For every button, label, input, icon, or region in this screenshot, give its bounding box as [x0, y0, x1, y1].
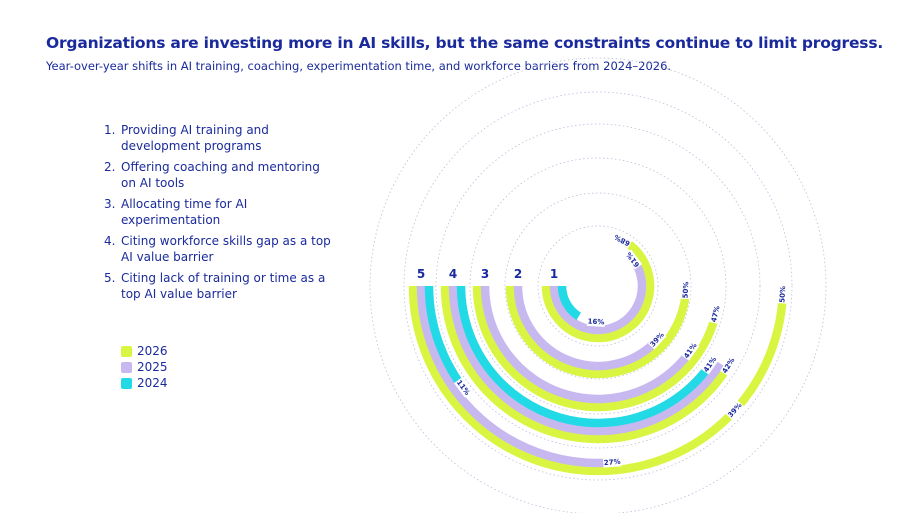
value-label-bg: [709, 304, 723, 324]
bar-ring-5-2025: [416, 285, 621, 468]
value-label-bg: [720, 355, 738, 376]
value-label-ring-1-2024: 16%: [587, 317, 604, 326]
ring-3: [472, 285, 722, 412]
bar-ring-5-2026: [408, 285, 788, 476]
legend-item-2024: 2024: [121, 375, 168, 391]
category-item-4: 4. Citing workforce skills gap as a top A…: [104, 233, 336, 265]
bar-ring-3-2025: [480, 285, 697, 404]
guide-circle: [403, 91, 793, 481]
category-text: Offering coaching and mentoring on AI to…: [121, 160, 320, 190]
chart-title: Organizations are investing more in AI s…: [46, 34, 884, 52]
legend-swatch: [121, 345, 132, 357]
bar-ring-4-2024: [456, 285, 718, 428]
value-label-ring-4-2026: 42%: [721, 356, 737, 374]
category-text: Citing workforce skills gap as a top AI …: [121, 234, 331, 264]
value-label-bg: [624, 249, 643, 270]
legend-item-2025: 2025: [121, 359, 168, 375]
value-label-bg: [701, 354, 720, 375]
ring-number-4: 4: [449, 267, 457, 281]
value-label-ring-2-2026: 50%: [682, 281, 691, 298]
bar-ring-4-2026: [440, 285, 736, 444]
ring-4: [440, 285, 736, 444]
value-label-ring-1-2026: 68%: [613, 233, 632, 248]
category-item-3: 3. Allocating time for AI experimentation: [104, 196, 336, 228]
bar-ring-2-2025: [513, 285, 663, 371]
category-item-2: 2. Offering coaching and mentoring on AI …: [104, 159, 336, 191]
ring-1: [541, 235, 655, 343]
guide-circle: [469, 157, 727, 415]
value-label-ring-5-2026: 50%: [778, 286, 787, 303]
legend-label: 2026: [137, 344, 168, 358]
value-label-bg: [681, 280, 691, 300]
bar-ring-1-2025: [549, 255, 647, 335]
legend: 2026 2025 2024: [121, 343, 168, 391]
ring-number-5: 5: [417, 267, 425, 281]
value-label-bg: [586, 316, 606, 327]
ring-number-1: 1: [550, 267, 558, 281]
guide-circle: [435, 123, 761, 449]
bar-ring-2-2026: [505, 285, 691, 379]
value-label-ring-5-2025: 27%: [604, 458, 621, 467]
value-label-ring-3-2026: 47%: [710, 305, 722, 323]
value-label-bg: [681, 340, 700, 361]
value-label-bg: [602, 457, 622, 468]
value-label-bg: [612, 231, 633, 249]
ring-number-2: 2: [514, 267, 522, 281]
category-list: 1. Providing AI training and development …: [104, 122, 336, 307]
category-number: 5.: [104, 271, 116, 285]
category-text: Citing lack of training or time as a top…: [121, 271, 326, 301]
category-number: 1.: [104, 123, 116, 137]
legend-swatch: [121, 377, 132, 389]
category-number: 3.: [104, 197, 116, 211]
legend-label: 2025: [137, 360, 168, 374]
legend-swatch: [121, 361, 132, 373]
ring-2: [505, 285, 691, 379]
ring-number-3: 3: [481, 267, 489, 281]
category-item-1: 1. Providing AI training and development …: [104, 122, 336, 154]
category-number: 2.: [104, 160, 116, 174]
chart-subtitle: Year-over-year shifts in AI training, co…: [46, 59, 672, 73]
category-item-5: 5. Citing lack of training or time as a t…: [104, 270, 336, 302]
category-text: Allocating time for AI experimentation: [121, 197, 248, 227]
guide-circle: [504, 192, 692, 380]
guide-circle: [369, 57, 827, 513]
bar-ring-1-2026: [541, 235, 655, 343]
value-label-bg: [647, 330, 667, 350]
category-number: 4.: [104, 234, 116, 248]
legend-label: 2024: [137, 376, 168, 390]
legend-item-2026: 2026: [121, 343, 168, 359]
category-text: Providing AI training and development pr…: [121, 123, 269, 153]
value-label-bg: [725, 400, 745, 420]
value-label-bg: [777, 285, 788, 304]
guide-circle: [537, 225, 659, 347]
value-label-bg: [454, 377, 473, 398]
bar-ring-1-2024: [557, 285, 582, 320]
bar-ring-4-2025: [448, 285, 725, 436]
bar-ring-3-2026: [472, 285, 722, 412]
